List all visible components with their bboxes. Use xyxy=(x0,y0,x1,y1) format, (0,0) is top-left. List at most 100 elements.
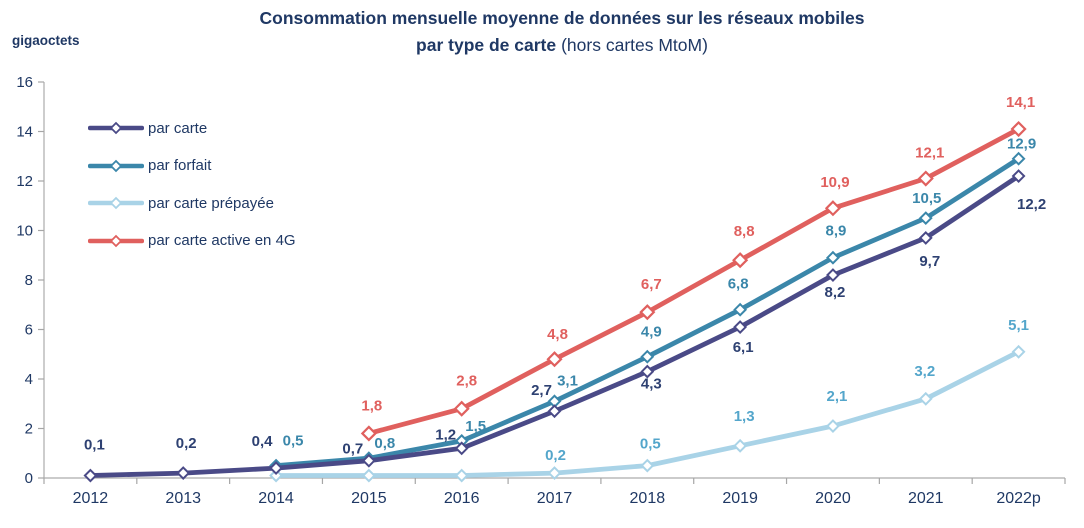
series-par-carte-pr-pay-e: 0,2 0,5 1,3 2,1 3,2 5,1 xyxy=(269,317,1029,483)
point-marker xyxy=(269,468,283,483)
point-marker xyxy=(640,458,655,473)
data-label: 1,8 xyxy=(361,397,382,414)
data-label: 2,8 xyxy=(456,373,477,390)
point-marker xyxy=(361,453,376,468)
legend-diamond-icon xyxy=(109,121,123,135)
data-label: 0,2 xyxy=(545,447,566,464)
data-label: 0,4 xyxy=(252,433,274,450)
x-tick-label: 2016 xyxy=(444,490,480,507)
data-label: 9,7 xyxy=(919,253,940,270)
x-tick-label: 2022p xyxy=(996,490,1041,507)
data-label: 12,2 xyxy=(1017,196,1046,213)
data-label: 6,8 xyxy=(728,276,749,293)
y-tick-label: 10 xyxy=(16,223,33,240)
point-marker xyxy=(639,304,656,321)
data-label: 2,1 xyxy=(827,388,848,405)
x-tick-label: 2012 xyxy=(73,490,109,507)
x-tick-label: 2018 xyxy=(630,490,666,507)
data-label: 1,2 xyxy=(435,426,456,443)
chart-title-line2: par type de carte (hors cartes MtoM) xyxy=(44,32,1080,59)
data-label: 2,7 xyxy=(531,382,552,399)
series-par-forfait: 0,5 0,8 1,5 3,1 4,9 6,8 8,9 10,5 12,9 xyxy=(269,136,1036,473)
data-label: 6,1 xyxy=(733,339,754,356)
series-par-carte: 0,1 0,2 0,4 0,7 1,2 2,7 4,3 6,1 8,2 9,7 12,2 xyxy=(83,169,1046,483)
legend-line-marker-icon xyxy=(88,159,144,172)
point-marker xyxy=(733,302,748,317)
legend-diamond-icon xyxy=(109,196,123,210)
data-label: 10,9 xyxy=(820,174,849,191)
point-marker xyxy=(269,461,283,476)
x-tick-label: 2019 xyxy=(722,490,758,507)
x-tick-label: 2015 xyxy=(351,490,387,507)
point-marker xyxy=(733,438,748,453)
y-tick-label: 16 xyxy=(16,74,33,91)
data-label: 0,5 xyxy=(283,433,304,450)
data-label: 8,9 xyxy=(826,223,847,240)
legend-diamond-icon xyxy=(109,234,123,247)
point-marker xyxy=(1010,120,1027,138)
data-label: 14,1 xyxy=(1006,94,1035,111)
legend-line-marker-icon xyxy=(88,196,144,210)
point-marker xyxy=(732,252,749,269)
legend: par carte par forfait par carte prépayée… xyxy=(88,116,296,266)
data-label: 4,3 xyxy=(641,376,662,393)
point-marker xyxy=(640,364,655,379)
point-marker xyxy=(1011,344,1026,359)
point-marker xyxy=(453,400,470,417)
point-marker xyxy=(83,468,98,483)
data-label: 0,5 xyxy=(640,436,661,453)
x-tick-label: 2013 xyxy=(165,490,201,507)
series-line-par-carte-active-en-4g xyxy=(366,126,1021,436)
data-label: 5,1 xyxy=(1008,317,1029,334)
data-label: 8,2 xyxy=(825,284,846,301)
point-marker xyxy=(640,349,655,364)
data-label: 8,8 xyxy=(734,223,755,240)
point-marker xyxy=(824,200,842,217)
data-label: 10,5 xyxy=(912,190,941,207)
point-marker xyxy=(546,351,563,368)
x-tick-label: 2014 xyxy=(258,490,294,507)
data-label: 0,1 xyxy=(84,437,105,454)
point-marker xyxy=(547,404,562,419)
data-label: 3,2 xyxy=(914,363,935,380)
point-marker xyxy=(454,468,469,483)
y-tick-label: 0 xyxy=(25,470,33,487)
point-marker xyxy=(826,268,840,282)
point-marker xyxy=(547,466,562,480)
point-marker xyxy=(454,441,469,456)
point-marker xyxy=(1011,151,1026,166)
point-marker xyxy=(826,250,840,265)
chart-title-line1: Consommation mensuelle moyenne de donnée… xyxy=(259,8,865,28)
legend-label: par carte active en 4G xyxy=(148,232,296,249)
data-label: 6,7 xyxy=(641,276,662,293)
series-par-carte-active-en-4g: 1,8 2,8 4,8 6,7 8,8 10,9 12,1 14,1 xyxy=(360,94,1035,442)
point-marker xyxy=(361,468,376,483)
legend-line-marker-icon xyxy=(88,234,144,247)
legend-line-marker-icon xyxy=(88,121,144,135)
point-marker xyxy=(176,466,191,480)
data-label: 0,2 xyxy=(176,435,197,452)
data-label: 4,9 xyxy=(641,324,662,341)
point-marker xyxy=(918,211,933,226)
point-marker xyxy=(733,320,748,334)
chart-title-line2-note: (hors cartes MtoM) xyxy=(561,35,708,56)
y-tick-label: 12 xyxy=(16,173,33,190)
chart-title-line2-bold: par type de carte xyxy=(416,35,557,56)
x-tick-label: 2017 xyxy=(537,490,573,507)
y-tick-label: 2 xyxy=(25,421,33,438)
legend-label: par forfait xyxy=(148,157,212,174)
point-marker xyxy=(1011,169,1026,183)
data-label: 0,8 xyxy=(374,435,395,452)
legend-item-par-carte: par carte xyxy=(88,116,296,140)
data-label: 0,7 xyxy=(342,441,363,458)
point-marker xyxy=(360,425,377,442)
x-tick-label: 2020 xyxy=(815,490,851,507)
legend-label: par carte xyxy=(148,119,208,137)
y-axis-unit-label: gigaoctets xyxy=(12,33,80,48)
y-tick-label: 6 xyxy=(25,322,33,339)
point-marker xyxy=(826,419,840,433)
chart-title: Consommation mensuelle moyenne de donnée… xyxy=(44,5,1080,59)
data-label: 3,1 xyxy=(557,372,578,389)
